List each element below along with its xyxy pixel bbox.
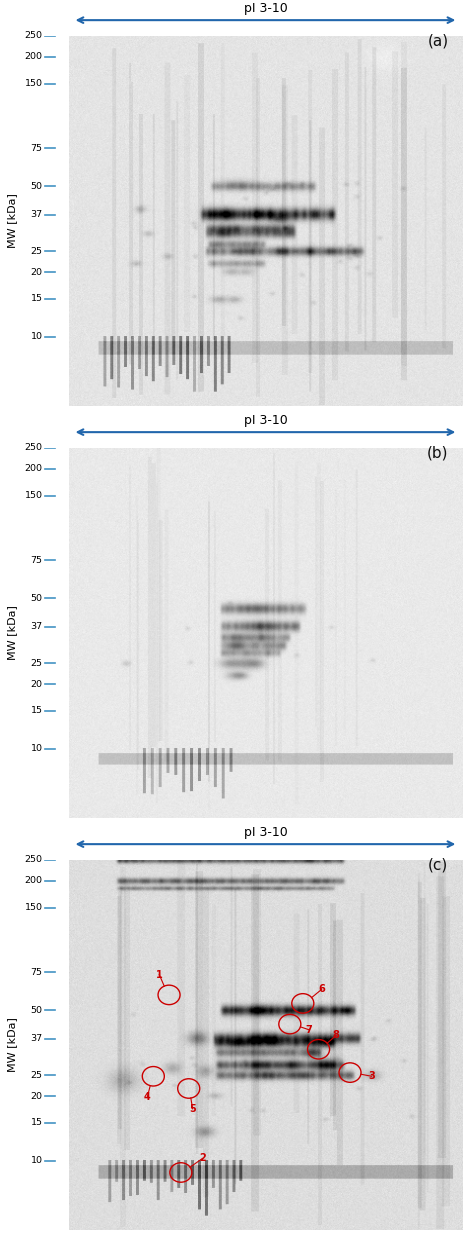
Text: MW [kDa]: MW [kDa]	[8, 1017, 18, 1073]
Text: 20: 20	[31, 680, 43, 688]
Text: 75: 75	[31, 143, 43, 153]
Text: pI 3-10: pI 3-10	[244, 414, 287, 428]
Text: 150: 150	[25, 79, 43, 88]
Text: 8: 8	[333, 1031, 340, 1041]
Text: 25: 25	[31, 1070, 43, 1080]
Text: 75: 75	[31, 968, 43, 976]
Text: MW [kDa]: MW [kDa]	[8, 606, 18, 660]
Text: 25: 25	[31, 659, 43, 667]
Text: 37: 37	[30, 622, 43, 632]
Text: 10: 10	[31, 332, 43, 341]
Text: 200: 200	[25, 465, 43, 473]
Text: 50: 50	[31, 182, 43, 190]
Text: 6: 6	[319, 984, 325, 994]
Text: 250: 250	[25, 444, 43, 452]
Text: 150: 150	[25, 491, 43, 501]
Text: (a): (a)	[427, 33, 448, 48]
Text: 150: 150	[25, 904, 43, 912]
Text: 37: 37	[30, 1035, 43, 1043]
Text: 200: 200	[25, 52, 43, 62]
Text: 250: 250	[25, 31, 43, 41]
Text: MW [kDa]: MW [kDa]	[8, 193, 18, 248]
Text: 75: 75	[31, 556, 43, 565]
Text: 15: 15	[31, 294, 43, 304]
Text: 1: 1	[156, 969, 163, 980]
Text: pI 3-10: pI 3-10	[244, 827, 287, 839]
Text: 10: 10	[31, 744, 43, 754]
Text: 200: 200	[25, 876, 43, 885]
Text: 50: 50	[31, 593, 43, 603]
Text: 20: 20	[31, 267, 43, 277]
Text: 5: 5	[189, 1104, 196, 1114]
Text: 3: 3	[368, 1072, 375, 1082]
Text: 4: 4	[144, 1091, 151, 1101]
Text: 250: 250	[25, 855, 43, 864]
Text: 15: 15	[31, 1119, 43, 1127]
Text: pI 3-10: pI 3-10	[244, 2, 287, 16]
Text: (b): (b)	[427, 446, 448, 461]
Text: 50: 50	[31, 1006, 43, 1015]
Text: 37: 37	[30, 210, 43, 219]
Text: 15: 15	[31, 707, 43, 716]
Text: (c): (c)	[428, 858, 448, 873]
Text: 2: 2	[199, 1153, 206, 1163]
Text: 25: 25	[31, 247, 43, 256]
Text: 20: 20	[31, 1091, 43, 1100]
Text: 10: 10	[31, 1157, 43, 1166]
Text: 7: 7	[305, 1025, 312, 1035]
